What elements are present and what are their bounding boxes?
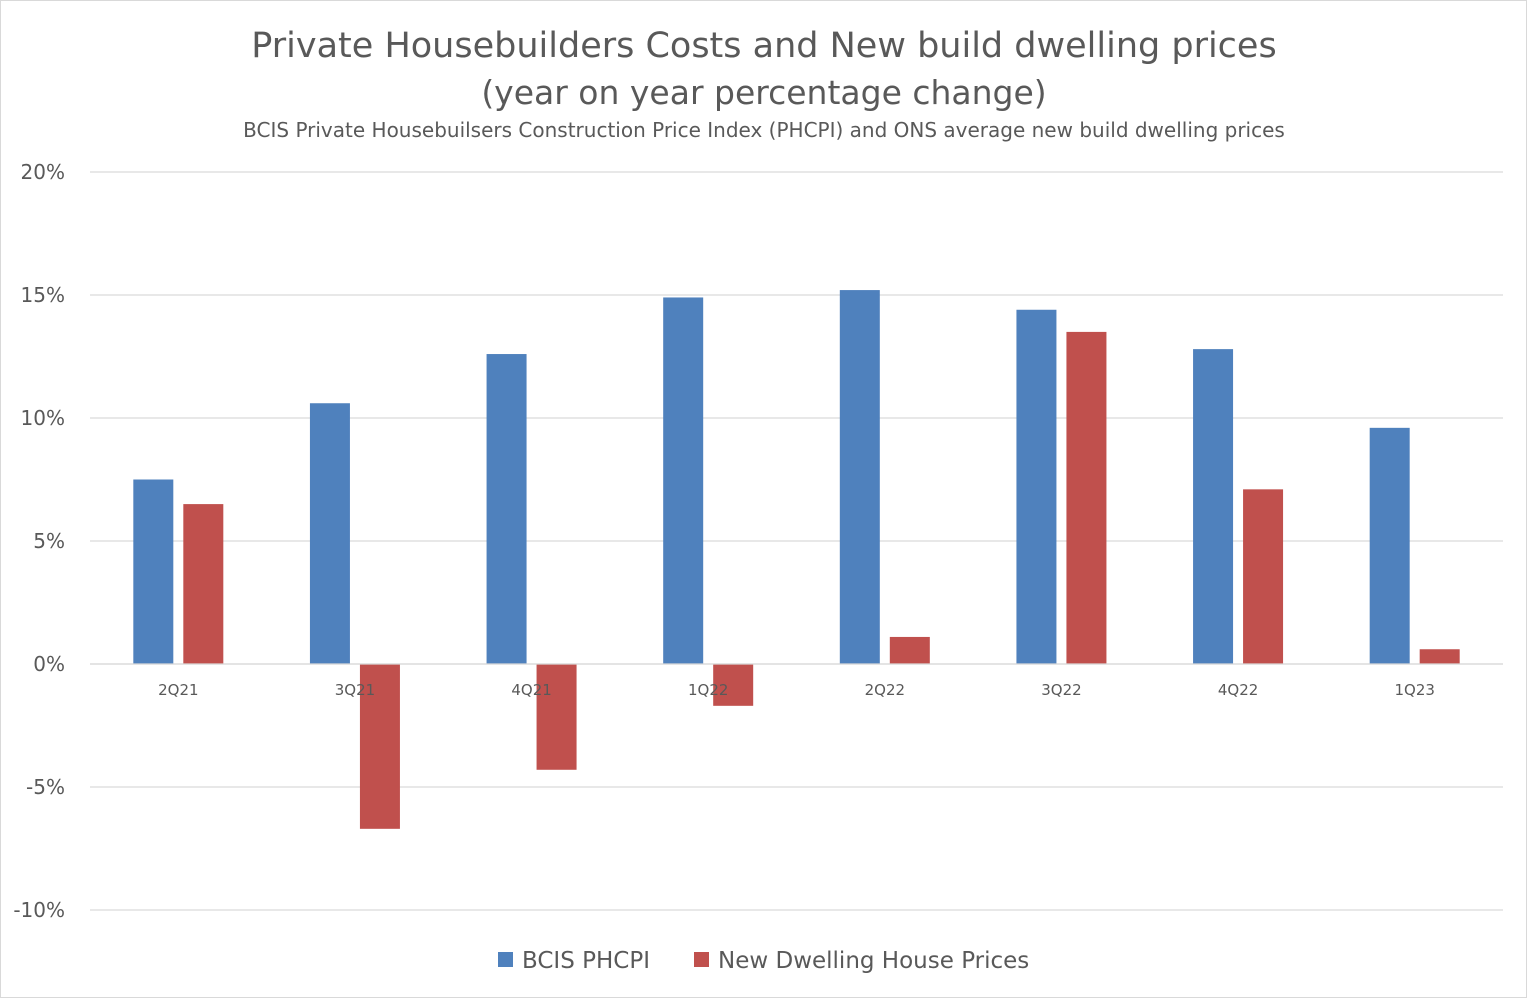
bar-new-dwelling-house-prices-1Q22	[713, 664, 754, 706]
y-tick-label: -5%	[26, 775, 65, 799]
y-tick-label: 10%	[21, 406, 65, 430]
x-tick-label: 4Q22	[1218, 681, 1258, 699]
legend-label: BCIS PHCPI	[522, 948, 650, 974]
legend-label: New Dwelling House Prices	[718, 948, 1029, 974]
y-tick-label: -10%	[13, 898, 65, 922]
legend-item: BCIS PHCPI	[498, 948, 650, 974]
x-tick-label: 4Q21	[511, 681, 551, 699]
y-tick-label: 0%	[33, 652, 65, 676]
x-tick-label: 3Q22	[1041, 681, 1081, 699]
bar-bcis-phcpi-2Q21	[133, 479, 174, 664]
bar-new-dwelling-house-prices-3Q22	[1066, 331, 1107, 664]
bar-new-dwelling-house-prices-2Q22	[889, 636, 930, 664]
bar-new-dwelling-house-prices-4Q22	[1243, 489, 1284, 664]
x-tick-label: 2Q22	[865, 681, 905, 699]
legend-item: New Dwelling House Prices	[694, 948, 1029, 974]
bar-new-dwelling-house-prices-1Q23	[1419, 649, 1460, 664]
x-tick-label: 1Q23	[1394, 681, 1434, 699]
bar-bcis-phcpi-1Q23	[1369, 427, 1410, 664]
bar-new-dwelling-house-prices-3Q21	[359, 664, 400, 829]
bar-bcis-phcpi-4Q21	[486, 354, 527, 664]
bar-bcis-phcpi-3Q22	[1016, 309, 1057, 664]
legend-swatch	[694, 952, 709, 967]
bar-bcis-phcpi-3Q21	[309, 403, 350, 664]
bar-bcis-phcpi-4Q22	[1193, 349, 1234, 664]
legend-swatch	[498, 952, 513, 967]
chart-subtitle: BCIS Private Housebuilsers Construction …	[243, 118, 1285, 142]
bar-new-dwelling-house-prices-2Q21	[183, 504, 224, 664]
x-tick-label: 3Q21	[335, 681, 375, 699]
chart-title: Private Housebuilders Costs and New buil…	[251, 26, 1276, 66]
y-tick-label: 5%	[33, 529, 65, 553]
x-tick-label: 2Q21	[158, 681, 198, 699]
bar-new-dwelling-house-prices-4Q21	[536, 664, 577, 770]
y-tick-label: 15%	[21, 283, 65, 307]
chart-title-line2: (year on year percentage change)	[481, 73, 1046, 112]
y-tick-label: 20%	[21, 160, 65, 184]
bar-bcis-phcpi-2Q22	[839, 290, 880, 664]
bar-bcis-phcpi-1Q22	[663, 297, 704, 664]
x-tick-label: 1Q22	[688, 681, 728, 699]
